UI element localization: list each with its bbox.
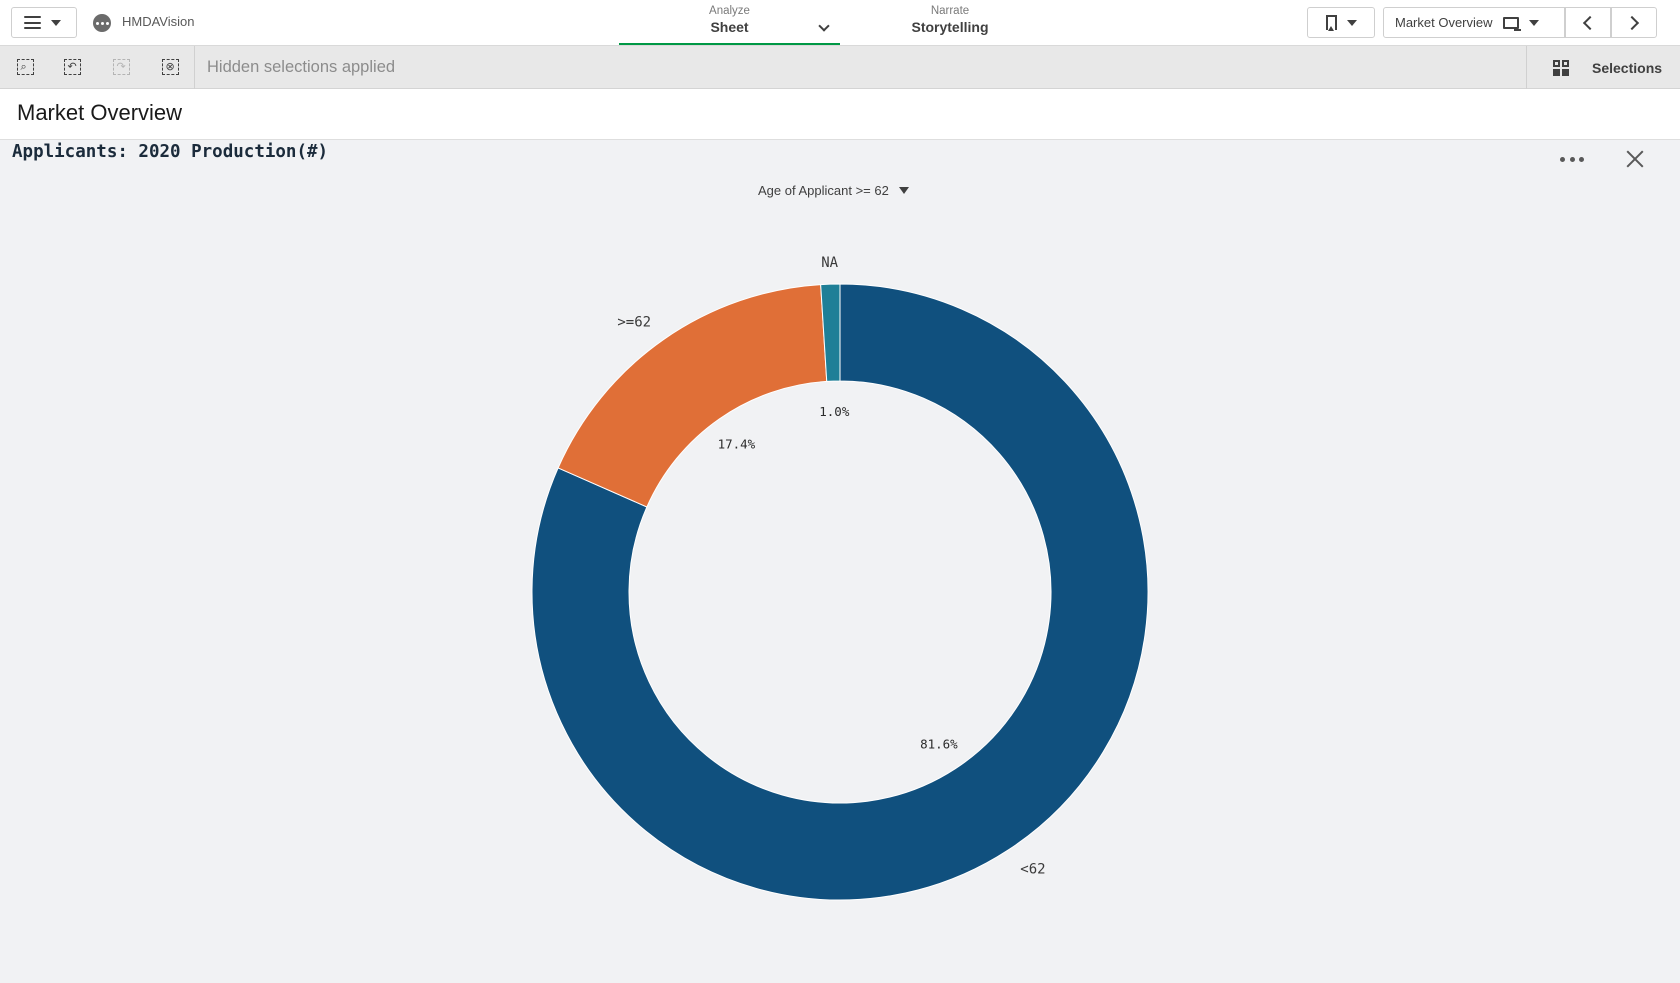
donut-slice[interactable]: [531, 283, 1149, 901]
more-icon[interactable]: [1560, 157, 1584, 163]
step-forward-button[interactable]: ↷: [110, 56, 132, 78]
slice-percent-label: 17.4%: [718, 437, 756, 452]
slice-percent-label: 81.6%: [920, 737, 958, 752]
clear-selections-button[interactable]: ⊗: [159, 56, 181, 78]
selections-grid-icon: [1553, 59, 1570, 76]
dimension-selector[interactable]: Age of Applicant >= 62: [758, 183, 909, 198]
sheet-selector-label: Market Overview: [1395, 15, 1493, 30]
clear-selections-icon: ⊗: [161, 59, 179, 75]
monitor-icon: [1502, 16, 1521, 31]
hamburger-icon: [24, 16, 41, 29]
caret-down-icon: [1528, 19, 1539, 26]
toolbar-divider: [194, 46, 195, 89]
step-forward-icon: ↷: [112, 59, 130, 75]
chart-title: Applicants: 2020 Production(#): [12, 142, 329, 162]
dimension-selector-label: Age of Applicant >= 62: [758, 183, 889, 198]
bookmark-icon: [1325, 15, 1337, 31]
selections-toolbar: ⌕ ↶ ↷ ⊗ Hidden selections applied Select…: [0, 46, 1680, 89]
main-menu-button[interactable]: [11, 7, 77, 38]
app-icon: [93, 14, 111, 32]
tab-analyze-caption: Analyze: [709, 5, 750, 17]
sheet-selector-button[interactable]: Market Overview: [1383, 7, 1565, 38]
tab-analyze-label: Sheet: [710, 19, 749, 35]
step-back-button[interactable]: ↶: [61, 56, 83, 78]
donut-slice[interactable]: [557, 284, 828, 508]
tab-analyze-sheet[interactable]: Analyze Sheet: [619, 0, 840, 45]
caret-down-icon: [898, 187, 909, 194]
tab-narrate-caption: Narrate: [930, 5, 970, 17]
caret-down-icon: [1346, 19, 1357, 26]
tab-narrate-label: Storytelling: [911, 19, 989, 35]
slice-category-label: NA: [821, 255, 838, 271]
hidden-selections-status: Hidden selections applied: [207, 58, 396, 76]
next-sheet-button[interactable]: [1611, 7, 1657, 38]
selections-button[interactable]: Selections: [1526, 46, 1680, 89]
caret-down-icon: [51, 19, 61, 26]
tab-narrate-storytelling[interactable]: Narrate Storytelling: [860, 0, 1040, 45]
slice-category-label: >=62: [617, 314, 651, 330]
step-back-icon: ↶: [63, 59, 81, 75]
app-name[interactable]: HMDAVision: [122, 14, 195, 29]
smart-search-button[interactable]: ⌕: [14, 56, 36, 78]
selections-label: Selections: [1592, 59, 1663, 76]
slice-category-label: <62: [1020, 861, 1045, 877]
smart-search-icon: ⌕: [16, 59, 34, 75]
slice-percent-label: 1.0%: [819, 404, 850, 419]
page-title: Market Overview: [17, 100, 183, 125]
previous-sheet-button[interactable]: [1565, 7, 1611, 38]
bookmarks-button[interactable]: [1307, 7, 1375, 38]
donut-slice[interactable]: [820, 283, 841, 382]
top-bar: HMDAVision Analyze Sheet Narrate Storyte…: [0, 0, 1680, 46]
